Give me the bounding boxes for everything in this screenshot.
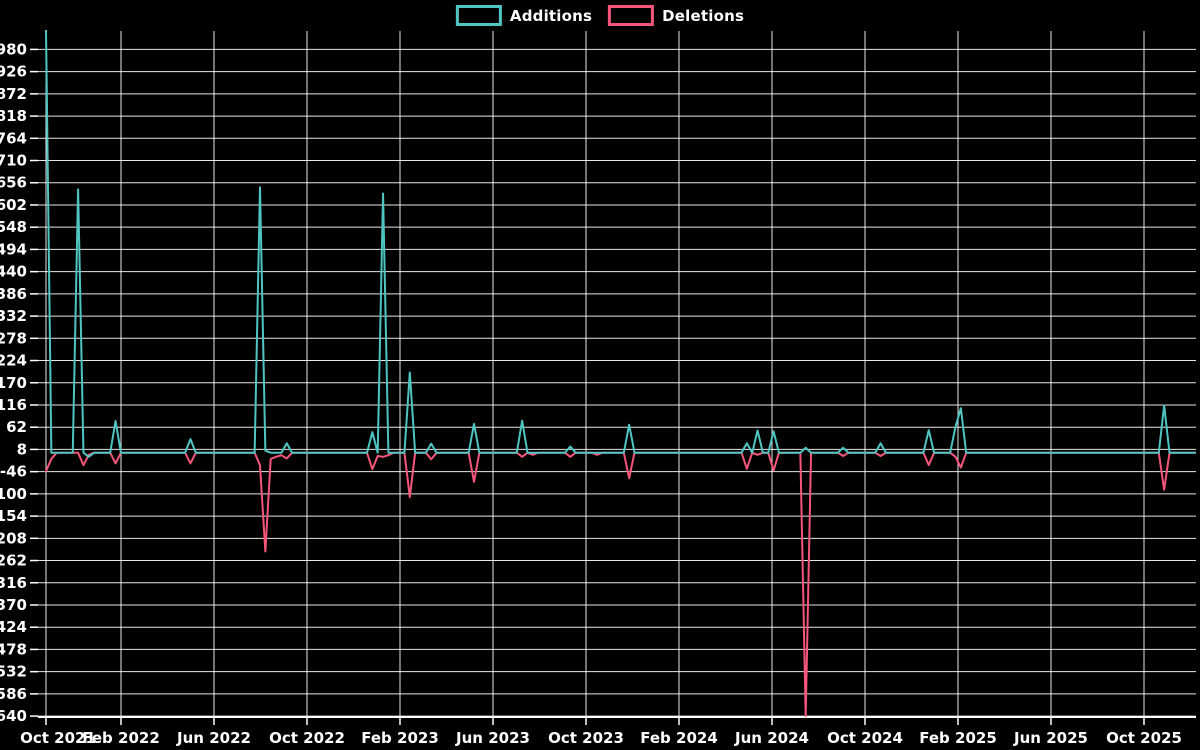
legend-item-additions[interactable]: Additions [455,5,593,26]
x-axis-tick-label: Oct 2024 [827,729,903,747]
y-axis-tick-label: 818 [0,107,27,125]
y-axis-tick-label: 224 [0,352,27,370]
x-axis-tick-label: Jun 2024 [734,729,809,747]
y-axis-tick-label: -532 [0,663,27,681]
y-axis-tick-label: 62 [6,418,27,436]
x-axis-tick-label: Oct 2021 [20,729,96,747]
chart-legend: Additions Deletions [455,5,744,26]
y-axis-tick-label: 116 [0,396,27,414]
y-axis-tick-label: -478 [0,640,27,658]
x-axis-tick-label: Oct 2022 [269,729,345,747]
x-axis-tick-label: Feb 2023 [361,729,439,747]
x-axis-tick-label: Feb 2024 [640,729,718,747]
deletions-line [45,451,1196,718]
x-axis-tick-label: Feb 2022 [82,729,160,747]
y-axis-tick-label: 980 [0,40,27,58]
y-axis-tick-label: 8 [17,440,27,458]
y-axis-tick-label: -640 [0,707,27,725]
additions-line [45,30,1196,458]
y-axis-tick-label: 602 [0,196,27,214]
y-axis-tick-label: 548 [0,218,27,236]
y-axis-tick-label: 710 [0,152,27,170]
x-axis-tick-label: Jun 2022 [176,729,251,747]
legend-item-deletions[interactable]: Deletions [608,5,744,26]
y-axis-tick-label: 440 [0,263,27,281]
y-axis-tick-label: 494 [0,240,27,258]
y-axis-tick-label: -262 [0,552,27,570]
y-axis-tick-label: -208 [0,529,27,547]
y-axis-tick-label: 872 [0,85,27,103]
y-axis-tick-label: 926 [0,63,27,81]
x-axis-tick-label: Oct 2023 [548,729,624,747]
deletions-swatch-icon [608,5,655,26]
y-axis-tick-label: 386 [0,285,27,303]
legend-label-additions: Additions [509,6,593,25]
legend-label-deletions: Deletions [662,6,745,25]
y-axis-tick-label: 764 [0,129,27,147]
y-axis-tick-label: 170 [0,374,27,392]
x-axis-tick-label: Oct 2025 [1106,729,1182,747]
y-axis-tick-label: -586 [0,685,27,703]
y-axis-tick-label: 656 [0,174,27,192]
y-axis-tick-label: -424 [0,618,27,636]
y-axis-tick-label: -154 [0,507,27,525]
y-axis-tick-label: 278 [0,329,27,347]
x-axis-tick-label: Jun 2023 [455,729,530,747]
x-axis-tick-label: Feb 2025 [919,729,997,747]
additions-swatch-icon [455,5,502,26]
y-axis-tick-label: -370 [0,596,27,614]
y-axis-tick-label: -100 [0,485,27,503]
y-axis-tick-label: -46 [0,463,27,481]
y-axis-tick-label: 332 [0,307,27,325]
y-axis-tick-label: -316 [0,574,27,592]
x-axis-tick-label: Jun 2025 [1013,729,1088,747]
